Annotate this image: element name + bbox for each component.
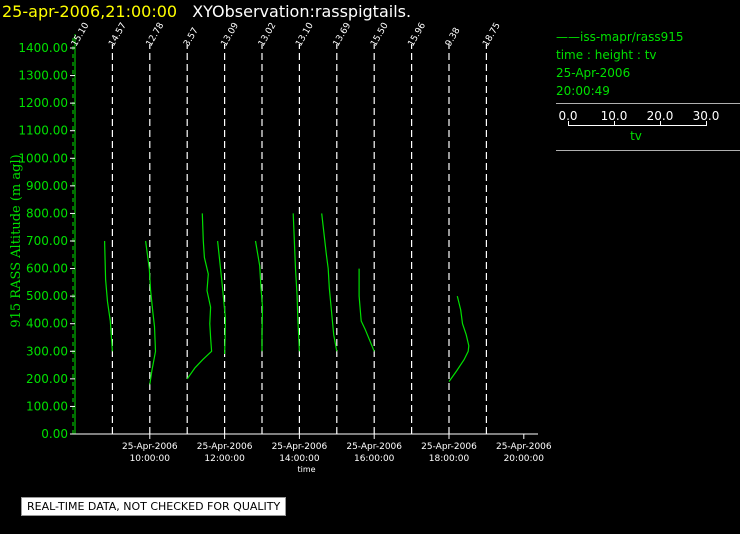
profile-value-label: 13.69	[332, 21, 354, 49]
legend-scale-tick	[568, 121, 569, 126]
y-tick-label: 1100.00	[18, 124, 68, 138]
profile-line	[104, 240, 113, 352]
profile-value-label: 15.50	[369, 21, 391, 49]
legend-scale-tick-label: 0.0	[558, 109, 578, 123]
legend-series-name: iss-mapr/rass915	[580, 30, 684, 44]
y-tick-label: 800.00	[26, 206, 68, 220]
legend-series-entry: ——iss-mapr/rass915	[556, 30, 684, 44]
legend-time: 20:00:49	[556, 84, 610, 98]
profile-value-label: 15.10	[70, 21, 92, 49]
legend-scale-axis	[568, 125, 706, 126]
legend-scale-tick-label: 10.0	[600, 109, 628, 123]
profile-value-label: 14.57	[107, 21, 129, 48]
legend-scale-tick	[614, 121, 615, 126]
profile-value-label: 3.57	[182, 26, 201, 48]
profile-value-label: 13.09	[220, 21, 242, 49]
legend-scale-tick-label: 20.0	[646, 109, 674, 123]
header-datetime: 25-apr-2006,21:00:00	[2, 2, 178, 21]
legend-scale-tick-label: 30.0	[692, 109, 720, 123]
legend-scale-tick	[706, 121, 707, 126]
profile-line	[321, 213, 338, 352]
x-tick-time-label: 16:00:00	[354, 454, 395, 464]
y-tick-label: 100.00	[26, 399, 68, 413]
profile-line	[217, 240, 227, 355]
legend-tv-scale: 0.0 10.0 20.0 30.0 tv	[556, 107, 740, 147]
profile-value-label: 13.02	[257, 21, 279, 48]
x-tick-date-label: 25-Apr-2006	[346, 442, 402, 452]
chart-header: 25-apr-2006,21:00:00 XYObservation:rassp…	[2, 2, 411, 22]
legend-fields: time : height : tv	[556, 48, 657, 62]
y-tick-label: 900.00	[26, 179, 68, 193]
profile-lines	[104, 213, 470, 385]
x-tick-time-label: 18:00:00	[429, 454, 470, 464]
dashed-time-markers	[111, 44, 487, 434]
profile-value-label: 13.10	[294, 21, 316, 49]
y-tick-label: 600.00	[26, 262, 68, 276]
profile-line	[448, 295, 470, 382]
profile-value-label: 9.38	[444, 26, 463, 49]
legend-divider	[556, 150, 740, 151]
y-tick-label: 0.00	[41, 427, 68, 441]
x-tick-date-label: 25-Apr-2006	[496, 442, 552, 452]
y-tick-label: 1200.00	[18, 96, 68, 110]
y-tick-label: 1400.00	[18, 41, 68, 55]
x-tick-date-label: 25-Apr-2006	[421, 442, 477, 452]
y-tick-label: 500.00	[26, 289, 68, 303]
x-tick-time-label: 10:00:00	[130, 454, 171, 464]
x-tick-date-label: 25-Apr-2006	[122, 442, 178, 452]
x-tick-time-label: 20:00:00	[504, 454, 545, 464]
profile-value-label: 15.96	[407, 21, 429, 49]
y-tick-label: 1300.00	[18, 69, 68, 83]
legend-scale-tick	[660, 121, 661, 126]
profile-line	[254, 240, 264, 352]
x-tick-time-label: 14:00:00	[279, 454, 320, 464]
x-tick-date-label: 25-Apr-2006	[197, 442, 253, 452]
x-tick-time-label: 12:00:00	[204, 454, 245, 464]
x-axis-label: time	[297, 465, 315, 474]
profile-line	[186, 213, 213, 380]
profile-line	[292, 213, 300, 352]
x-tick-date-label: 25-Apr-2006	[272, 442, 328, 452]
legend-date: 25-Apr-2006	[556, 66, 631, 80]
chart-axes	[70, 34, 538, 439]
profile-value-label: 12.78	[145, 21, 167, 49]
y-axis-label: 915 RASS Altitude (m agl)	[9, 154, 24, 327]
legend-scale-label: tv	[630, 129, 642, 143]
profile-line	[358, 268, 375, 352]
y-tick-label: 300.00	[26, 344, 68, 358]
header-title: XYObservation:rasspigtails.	[192, 2, 412, 21]
quality-disclaimer: REAL-TIME DATA, NOT CHECKED FOR QUALITY	[21, 497, 287, 516]
y-tick-label: 1000.00	[18, 151, 68, 165]
legend-panel: ——iss-mapr/rass915 time : height : tv 25…	[556, 28, 740, 151]
profile-line	[145, 240, 157, 385]
y-tick-label: 400.00	[26, 317, 68, 331]
legend-divider	[556, 103, 740, 104]
y-tick-label: 700.00	[26, 234, 68, 248]
y-tick-label: 200.00	[26, 372, 68, 386]
chart-labels: 0.00 100.00 200.00 300.00 400.00 500.00 600.00…	[9, 21, 552, 474]
profile-value-label: 18.75	[481, 21, 503, 48]
